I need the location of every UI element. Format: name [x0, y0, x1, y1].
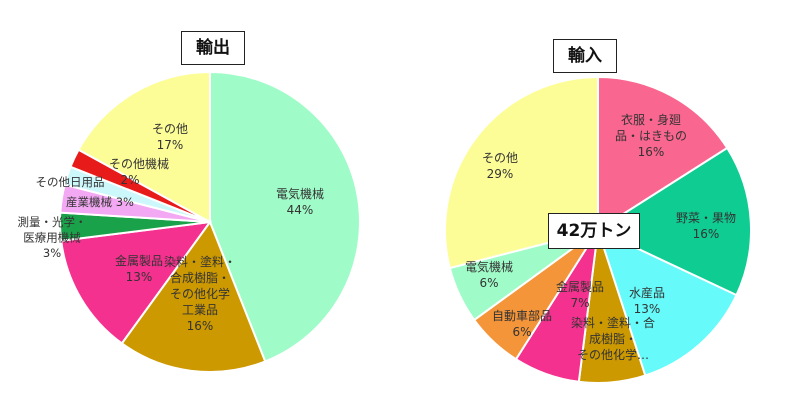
import-label-0: 衣服・身廻品・はきもの 16% [615, 112, 687, 159]
export-title: 輸出 [181, 31, 245, 65]
export-label-6: その他機械 2% [109, 156, 169, 187]
import-label-4: 金属製品 7% [556, 279, 604, 310]
export-label-4: 産業機械 3% [66, 195, 134, 209]
import-slice-0 [597, 75, 729, 232]
import-label-1: 野菜・果物 16% [676, 211, 736, 241]
export-label-1: 染料・塗料・合成樹脂・その他化学工業品 16% [164, 254, 236, 333]
import-total-label: 42万トン [548, 213, 640, 249]
export-slice-7 [77, 70, 211, 224]
import-label-2: 水産品 13% [629, 285, 665, 316]
import-slice-2 [596, 228, 738, 377]
import-label-3: 染料・塗料・合成樹脂・その他化学… [571, 315, 655, 362]
export-slice-1 [120, 219, 267, 373]
export-label-0: 電気機械 44% [276, 186, 324, 217]
import-label-7: その他 29% [482, 151, 518, 181]
import-title: 輸入 [553, 39, 617, 73]
import-label-6: 電気機械 6% [465, 259, 513, 290]
export-label-3: 測量・光学・医療用機械 3% [18, 215, 87, 260]
export-label-5: その他日用品 [36, 175, 105, 189]
export-label-7: その他 17% [152, 122, 188, 152]
export-label-2: 金属製品 13% [115, 253, 163, 284]
import-slice-1 [595, 146, 752, 297]
export-slice-2 [60, 220, 213, 345]
import-label-5: 自動車部品 6% [492, 308, 552, 339]
export-slice-0 [209, 70, 361, 363]
